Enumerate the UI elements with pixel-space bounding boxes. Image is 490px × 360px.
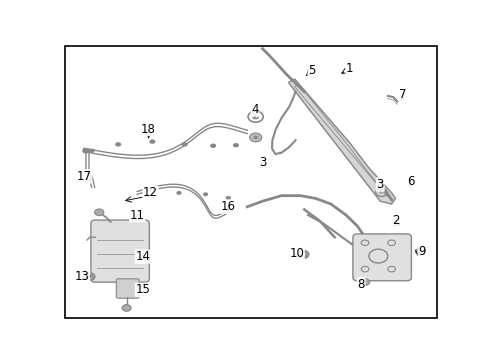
Text: 14: 14 xyxy=(135,250,150,263)
Text: 1: 1 xyxy=(346,62,354,75)
Circle shape xyxy=(150,195,155,199)
Circle shape xyxy=(253,114,259,119)
Circle shape xyxy=(149,139,155,144)
Circle shape xyxy=(89,149,95,153)
Text: 4: 4 xyxy=(251,103,259,116)
Text: 12: 12 xyxy=(143,186,158,199)
Circle shape xyxy=(416,248,425,255)
Circle shape xyxy=(122,305,131,311)
Text: 3: 3 xyxy=(259,156,266,169)
Circle shape xyxy=(379,191,384,194)
Circle shape xyxy=(302,253,305,256)
Circle shape xyxy=(361,279,369,285)
Text: 8: 8 xyxy=(358,278,365,291)
Text: 18: 18 xyxy=(141,123,156,136)
Circle shape xyxy=(298,251,309,258)
Text: 3: 3 xyxy=(376,178,384,191)
Circle shape xyxy=(226,196,231,200)
Text: 16: 16 xyxy=(221,200,236,213)
Circle shape xyxy=(176,191,182,195)
Circle shape xyxy=(253,136,258,139)
Text: 13: 13 xyxy=(74,270,90,283)
Circle shape xyxy=(95,209,104,216)
Circle shape xyxy=(203,192,208,196)
Polygon shape xyxy=(289,79,395,204)
Circle shape xyxy=(84,273,95,280)
Text: 15: 15 xyxy=(135,283,150,296)
Circle shape xyxy=(115,142,121,147)
Text: 17: 17 xyxy=(76,170,92,183)
Text: 7: 7 xyxy=(399,88,407,101)
Circle shape xyxy=(210,144,216,148)
Text: 9: 9 xyxy=(418,244,426,258)
FancyBboxPatch shape xyxy=(91,220,149,282)
FancyBboxPatch shape xyxy=(353,234,412,281)
Text: 11: 11 xyxy=(130,208,145,221)
Text: 2: 2 xyxy=(392,214,399,227)
Text: 6: 6 xyxy=(407,175,415,188)
Text: 10: 10 xyxy=(289,247,304,260)
Circle shape xyxy=(182,142,188,147)
Text: 5: 5 xyxy=(308,64,316,77)
Circle shape xyxy=(82,148,90,153)
FancyBboxPatch shape xyxy=(116,279,139,298)
Circle shape xyxy=(249,133,262,142)
Circle shape xyxy=(233,143,239,148)
